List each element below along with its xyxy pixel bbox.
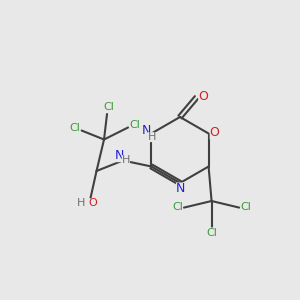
Text: Cl: Cl xyxy=(129,120,140,130)
Text: N: N xyxy=(115,149,124,162)
Text: O: O xyxy=(210,126,220,140)
Text: H: H xyxy=(122,155,130,165)
Text: H: H xyxy=(77,198,86,208)
Text: Cl: Cl xyxy=(172,202,183,212)
Text: H: H xyxy=(148,132,156,142)
Text: Cl: Cl xyxy=(240,202,251,212)
Text: Cl: Cl xyxy=(103,102,114,112)
Text: N: N xyxy=(141,124,151,137)
Text: N: N xyxy=(176,182,185,196)
Text: Cl: Cl xyxy=(70,123,80,133)
Text: O: O xyxy=(198,90,208,103)
Text: Cl: Cl xyxy=(206,227,217,238)
Text: O: O xyxy=(88,198,97,208)
